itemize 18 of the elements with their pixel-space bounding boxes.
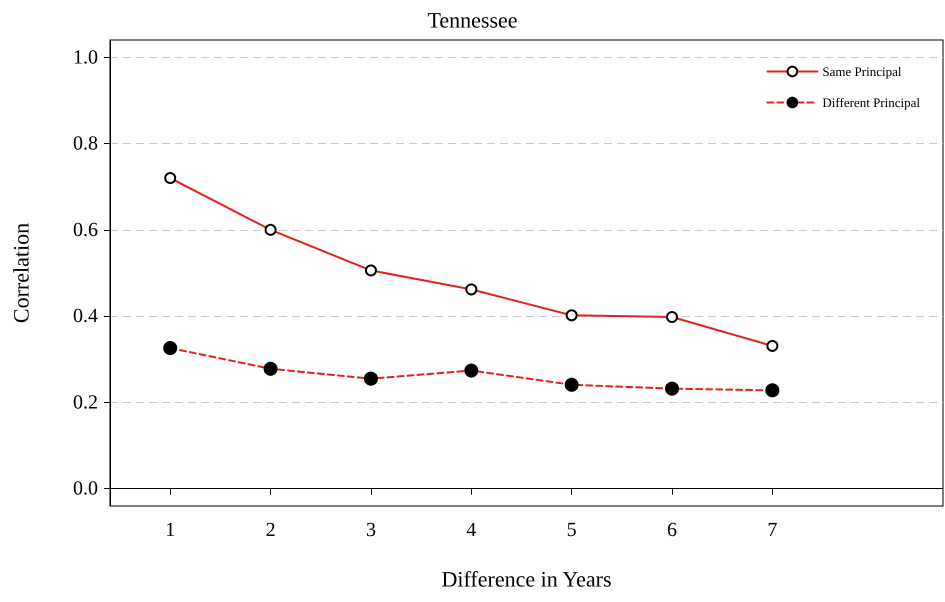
x-tick-label: 3 [366, 519, 376, 541]
x-tick-label: 6 [667, 519, 678, 541]
y-tick-label: 1.0 [73, 46, 98, 68]
y-tick-label: 0.6 [73, 218, 98, 241]
y-tick-label: 0.4 [73, 305, 98, 328]
y-tick-label: 0.2 [73, 391, 98, 414]
x-tick-label: 2 [266, 519, 276, 541]
chart-title: Tennessee [427, 8, 518, 32]
x-tick-label: 1 [165, 519, 176, 541]
y-tick-label: 0.8 [73, 132, 98, 155]
x-tick-label: 4 [466, 519, 476, 541]
x-axis-title: Difference in Years [441, 566, 612, 592]
x-tick-label: 7 [767, 519, 778, 541]
y-axis-title: Correlation [8, 222, 34, 324]
x-tick-label: 5 [566, 519, 577, 541]
legend-label: Same Principal [822, 64, 902, 79]
legend-label: Different Principal [822, 95, 920, 110]
y-tick-label: 0.0 [73, 478, 98, 500]
